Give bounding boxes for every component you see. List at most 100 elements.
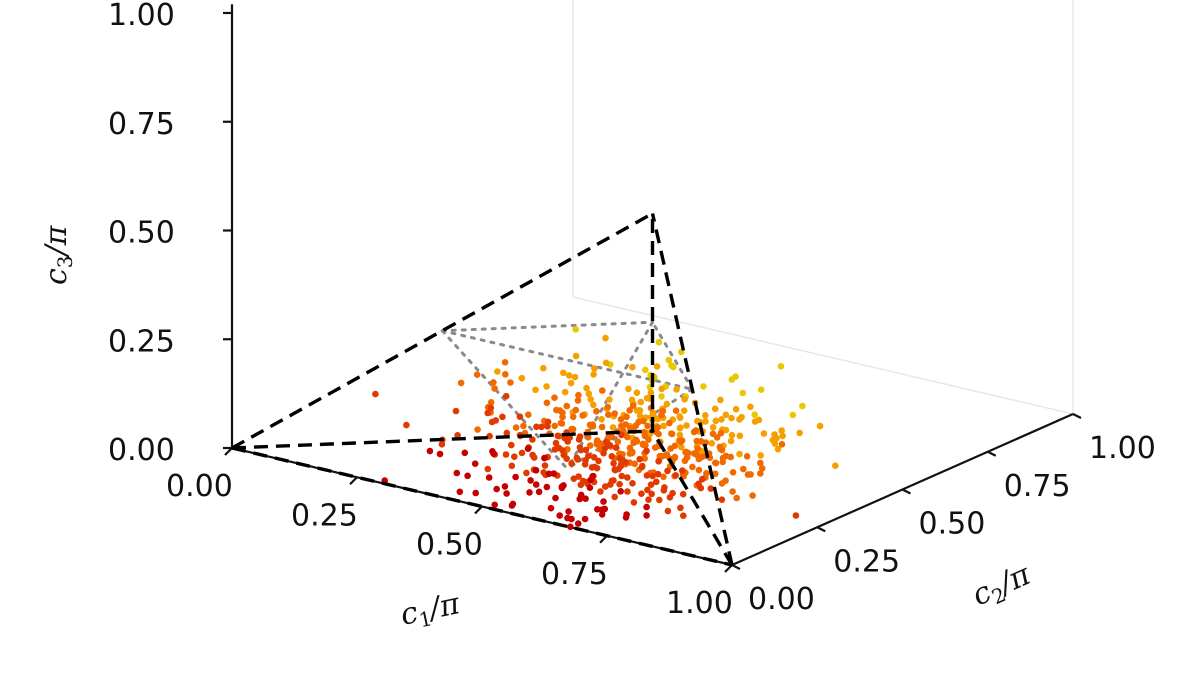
data-point: [436, 450, 444, 458]
data-point: [661, 484, 668, 491]
data-point: [533, 423, 540, 431]
data-point: [676, 431, 684, 439]
data-point: [654, 470, 662, 478]
data-point: [751, 411, 758, 419]
data-point: [709, 424, 717, 431]
data-point: [595, 457, 602, 465]
points-layer: [372, 326, 839, 531]
data-point: [568, 460, 575, 467]
data-point: [718, 496, 726, 504]
data-point: [757, 452, 764, 459]
inner-region-edge: [565, 320, 654, 471]
data-point: [644, 422, 651, 430]
tetrahedron-edge: [231, 446, 733, 567]
data-point: [679, 490, 687, 498]
data-point: [541, 462, 549, 469]
data-point: [532, 481, 540, 488]
data-point: [602, 359, 610, 367]
data-point: [550, 470, 558, 477]
data-point: [665, 356, 673, 364]
data-point: [718, 416, 725, 423]
data-point: [520, 422, 527, 430]
data-point: [525, 411, 532, 419]
data-point: [503, 490, 510, 497]
data-point: [789, 411, 797, 419]
data-point: [637, 398, 645, 406]
data-point: [590, 454, 598, 461]
data-point: [712, 470, 719, 478]
data-point: [680, 407, 688, 415]
data-point: [647, 389, 655, 397]
data-point: [736, 432, 744, 440]
data-point: [503, 429, 511, 437]
data-point: [565, 508, 572, 515]
data-point: [612, 444, 620, 451]
data-point: [518, 449, 526, 457]
data-point: [516, 413, 524, 421]
data-point: [728, 431, 736, 439]
data-point: [733, 494, 740, 502]
data-point: [487, 399, 495, 406]
data-point: [502, 371, 509, 378]
data-point: [586, 442, 594, 449]
data-point: [660, 473, 667, 481]
data-point: [677, 424, 684, 432]
tetrahedron-edge: [231, 212, 654, 450]
data-point: [588, 464, 596, 471]
data-point: [633, 438, 641, 445]
data-point: [719, 454, 727, 462]
data-point: [630, 499, 638, 506]
x-tick-label: 0.25: [291, 498, 358, 533]
data-point: [452, 407, 460, 415]
data-point: [683, 422, 690, 429]
data-point: [485, 474, 493, 481]
z-tick-label: 0.25: [108, 324, 175, 359]
data-point: [757, 470, 764, 477]
data-point: [624, 433, 631, 441]
data-point: [602, 483, 609, 490]
data-point: [502, 451, 510, 458]
data-point: [561, 388, 569, 396]
data-point: [636, 455, 643, 463]
data-point: [582, 457, 589, 464]
data-point: [508, 462, 516, 470]
data-point: [643, 447, 650, 455]
data-point: [655, 430, 662, 438]
data-point: [642, 366, 649, 374]
grid-layer: [572, 0, 1074, 566]
data-point: [611, 466, 619, 474]
data-point: [649, 472, 656, 480]
data-point: [554, 432, 562, 440]
y-tick-label: 0.25: [833, 544, 900, 579]
data-point: [769, 436, 777, 444]
data-point: [663, 400, 671, 408]
data-point: [732, 373, 739, 380]
data-point: [567, 379, 575, 387]
data-point: [594, 506, 601, 513]
data-point: [511, 453, 518, 461]
data-point: [672, 407, 680, 415]
data-point: [544, 418, 552, 426]
data-point: [591, 365, 598, 372]
data-point: [558, 483, 566, 491]
data-point: [653, 363, 661, 370]
data-point: [582, 495, 589, 503]
data-point: [740, 465, 747, 473]
data-point: [694, 445, 701, 453]
y-tick-label: 0.50: [919, 507, 986, 542]
data-point: [702, 418, 709, 425]
data-point: [540, 469, 547, 476]
data-point: [681, 396, 688, 403]
data-point: [607, 481, 614, 488]
data-point: [552, 439, 560, 447]
data-point: [508, 441, 515, 449]
data-point: [636, 412, 644, 420]
data-point: [676, 413, 683, 420]
data-point: [626, 444, 634, 452]
data-point: [749, 492, 756, 499]
z-tick-label: 0.50: [108, 216, 175, 251]
data-point: [747, 403, 754, 411]
data-point: [553, 406, 560, 414]
data-point: [491, 385, 498, 392]
x-tick-label: 0.75: [541, 557, 608, 592]
